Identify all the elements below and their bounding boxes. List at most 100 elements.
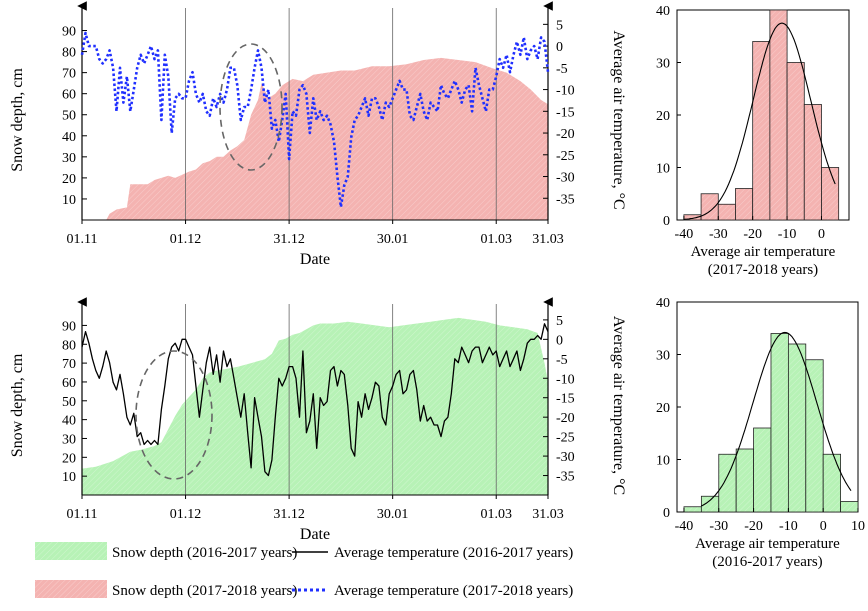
bottom-histogram-bar — [735, 448, 754, 513]
legend-temp-2016-2017-label: Average temperature (2016-2017 years) — [334, 545, 573, 561]
top-timeseries-left-tick-label: 80 — [62, 46, 76, 61]
top-timeseries-left-tick-label: 70 — [62, 67, 76, 82]
bottom-histogram-bar — [805, 359, 824, 513]
top-timeseries-x-tick-label: 01.03 — [480, 232, 512, 247]
top-timeseries-right-tick-label: -20 — [556, 127, 575, 142]
top-timeseries-left-axis-label: Snow depth, cm — [9, 68, 26, 172]
bottom-histogram-y-tick-label: 0 — [663, 506, 670, 521]
legend-snow-2016-2017-swatch — [35, 542, 107, 560]
bottom-timeseries-x-tick-label: 01.03 — [480, 507, 512, 522]
bottom-timeseries-left-tick-label: 10 — [62, 470, 76, 485]
bottom-timeseries-left-tick-label: 60 — [62, 376, 76, 391]
bottom-histogram-bar — [822, 453, 841, 513]
bottom-histogram-y-tick-label: 30 — [656, 349, 670, 364]
top-histogram-bar — [803, 104, 822, 221]
bottom-timeseries-right-axis-label: Average air temperature, °C — [610, 316, 627, 495]
bottom-timeseries-right-tick-label: -25 — [556, 431, 575, 446]
bottom-timeseries-x-tick-label: 31.03 — [532, 507, 564, 522]
bottom-timeseries-left-tick-label: 90 — [62, 319, 76, 334]
bottom-histogram-x-tick-label: -20 — [744, 519, 763, 534]
top-timeseries-right-axis-label: Average air temperature, °C — [610, 30, 627, 209]
top-timeseries-temperature-line — [80, 31, 550, 209]
top-histogram-x-tick-label: -10 — [778, 227, 797, 242]
bottom-timeseries-right-tick-label: -15 — [556, 392, 575, 407]
bottom-histogram-x-axis-label: (2016-2017 years) — [712, 554, 822, 570]
top-histogram-y-tick-label: 0 — [663, 214, 670, 229]
top-histogram-bar — [700, 193, 719, 221]
top-histogram-x-tick-label: -20 — [743, 227, 762, 242]
top-timeseries-left-tick-label: 20 — [62, 172, 76, 187]
bottom-histogram-y-tick-label: 40 — [656, 296, 670, 311]
bottom-histogram-bar — [787, 343, 807, 513]
bottom-histogram-bar — [683, 506, 702, 513]
bottom-timeseries-x-tick-label: 31.12 — [273, 507, 305, 522]
bottom-histogram-x-tick-label: -40 — [675, 519, 694, 534]
top-histogram-bar — [735, 188, 754, 221]
top-histogram-x-tick-label: -30 — [709, 227, 728, 242]
bottom-histogram-x-tick-label: -30 — [709, 519, 728, 534]
bottom-histogram-bar — [840, 501, 859, 513]
top-timeseries-x-tick-label: 01.11 — [67, 232, 98, 247]
bottom-histogram-fit-curve — [701, 331, 852, 507]
top-annotation-ellipse — [219, 43, 283, 171]
bottom-timeseries-left-axis-label: Snow depth, cm — [9, 353, 26, 457]
top-timeseries-right-tick-label: -35 — [556, 192, 575, 207]
bottom-timeseries-x-axis-label: Date — [300, 526, 330, 543]
bottom-timeseries-left-tick-label: 30 — [62, 432, 76, 447]
top-timeseries-right-tick-label: -10 — [556, 84, 575, 99]
bottom-timeseries-temperature-line — [81, 323, 549, 477]
top-timeseries-left-tick-label: 60 — [62, 88, 76, 103]
top-timeseries-left-tick-label: 90 — [62, 25, 76, 40]
top-timeseries-x-tick-label: 30.01 — [377, 232, 409, 247]
top-histogram-fit-curve — [683, 22, 836, 220]
top-timeseries-right-tick-label: -25 — [556, 149, 575, 164]
bottom-histogram-bar — [770, 333, 789, 513]
top-histogram-x-axis-label: Average air temperature — [691, 244, 836, 260]
bottom-timeseries-x-tick-label: 30.01 — [377, 507, 409, 522]
bottom-timeseries-x-tick-label: 01.11 — [67, 507, 98, 522]
bottom-timeseries-right-tick-label: -5 — [556, 353, 568, 368]
legend-temp-2017-2018-label: Average temperature (2017-2018 years) — [334, 583, 573, 599]
top-timeseries-right-tick-label: -30 — [556, 171, 575, 186]
top-histogram-bar — [786, 62, 805, 221]
top-histogram-y-tick-label: 40 — [656, 4, 670, 19]
top-histogram-bar — [717, 203, 736, 221]
bottom-timeseries-right-tick-label: -35 — [556, 470, 575, 485]
bottom-histogram-x-tick-label: 10 — [851, 519, 865, 534]
top-timeseries-right-tick-label: 5 — [556, 18, 563, 33]
top-histogram-y-tick-label: 20 — [656, 109, 670, 124]
bottom-timeseries-right-tick-label: -20 — [556, 411, 575, 426]
top-timeseries-snow-depth-area — [82, 57, 548, 221]
bottom-timeseries-left-tick-label: 50 — [62, 395, 76, 410]
bottom-timeseries-right-tick-label: 5 — [556, 314, 563, 329]
bottom-histogram-bar — [753, 427, 772, 513]
top-timeseries-right-tick-label: 0 — [556, 40, 563, 55]
bottom-timeseries-left-tick-label: 40 — [62, 414, 76, 429]
bottom-histogram-x-tick-label: 0 — [820, 519, 827, 534]
bottom-timeseries-left-tick-label: 80 — [62, 338, 76, 353]
top-histogram-bar — [821, 167, 840, 221]
bottom-timeseries-left-tick-label: 70 — [62, 357, 76, 372]
bottom-histogram-x-tick-label: -10 — [779, 519, 798, 534]
bottom-timeseries-right-tick-label: -30 — [556, 450, 575, 465]
top-timeseries-x-tick-label: 31.12 — [273, 232, 305, 247]
top-histogram-bar — [769, 9, 788, 221]
legend-snow-2017-2018-label: Snow depth (2017-2018 years) — [112, 583, 297, 599]
top-timeseries-x-tick-label: 01.12 — [170, 232, 202, 247]
bottom-timeseries-left-tick-label: 20 — [62, 451, 76, 466]
top-timeseries-left-tick-label: 10 — [62, 193, 76, 208]
top-timeseries-left-tick-label: 50 — [62, 109, 76, 124]
top-timeseries-x-tick-label: 31.03 — [532, 232, 564, 247]
bottom-timeseries-x-tick-label: 01.12 — [170, 507, 202, 522]
top-timeseries-right-tick-label: -15 — [556, 105, 575, 120]
top-timeseries-left-tick-label: 30 — [62, 151, 76, 166]
top-histogram-y-tick-label: 10 — [656, 162, 670, 177]
bottom-timeseries-right-tick-label: 0 — [556, 333, 563, 348]
top-timeseries-left-tick-label: 40 — [62, 130, 76, 145]
top-histogram-x-tick-label: -40 — [675, 227, 694, 242]
top-histogram-x-tick-label: 0 — [818, 227, 825, 242]
legend-snow-2017-2018-swatch — [35, 580, 107, 598]
top-timeseries-x-axis-label: Date — [300, 251, 330, 268]
bottom-timeseries-snow-depth-area — [82, 317, 548, 495]
